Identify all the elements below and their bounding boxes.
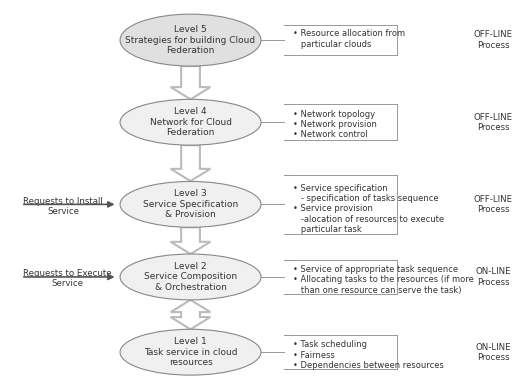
Text: Level 2
Service Composition
& Orchestration: Level 2 Service Composition & Orchestrat… — [144, 262, 237, 292]
Text: Level 5
Strategies for building Cloud
Federation: Level 5 Strategies for building Cloud Fe… — [125, 25, 256, 55]
Text: ON-LINE
Process: ON-LINE Process — [476, 267, 511, 286]
Text: Level 4
Network for Cloud
Federation: Level 4 Network for Cloud Federation — [149, 107, 232, 137]
Text: OFF-LINE
Process: OFF-LINE Process — [474, 31, 513, 50]
Ellipse shape — [120, 99, 261, 145]
Ellipse shape — [120, 254, 261, 300]
Ellipse shape — [120, 181, 261, 227]
Text: Level 3
Service Specification
& Provision: Level 3 Service Specification & Provisio… — [143, 189, 238, 219]
Polygon shape — [171, 145, 210, 181]
Text: OFF-LINE
Process: OFF-LINE Process — [474, 195, 513, 214]
Text: • Network topology
• Network provision
• Network control: • Network topology • Network provision •… — [293, 110, 377, 139]
Text: ON-LINE
Process: ON-LINE Process — [476, 343, 511, 362]
Polygon shape — [171, 66, 210, 99]
Text: OFF-LINE
Process: OFF-LINE Process — [474, 113, 513, 132]
Text: • Task scheduling
• Fairness
• Dependencies between resources: • Task scheduling • Fairness • Dependenc… — [293, 340, 444, 370]
Text: Level 1
Task service in cloud
resources: Level 1 Task service in cloud resources — [144, 337, 238, 367]
Text: • Service specification
   - specification of tasks sequence
• Service provision: • Service specification - specification … — [293, 184, 444, 234]
Text: • Service of appropriate task sequence
• Allocating tasks to the resources (if m: • Service of appropriate task sequence •… — [293, 265, 474, 295]
Polygon shape — [171, 227, 210, 254]
Ellipse shape — [120, 329, 261, 375]
Polygon shape — [171, 300, 210, 329]
Ellipse shape — [120, 14, 261, 66]
Text: Requests to Execute
Service: Requests to Execute Service — [23, 269, 112, 288]
Text: • Resource allocation from
   particular clouds: • Resource allocation from particular cl… — [293, 29, 405, 49]
Text: Requests to Install
Service: Requests to Install Service — [23, 197, 103, 216]
